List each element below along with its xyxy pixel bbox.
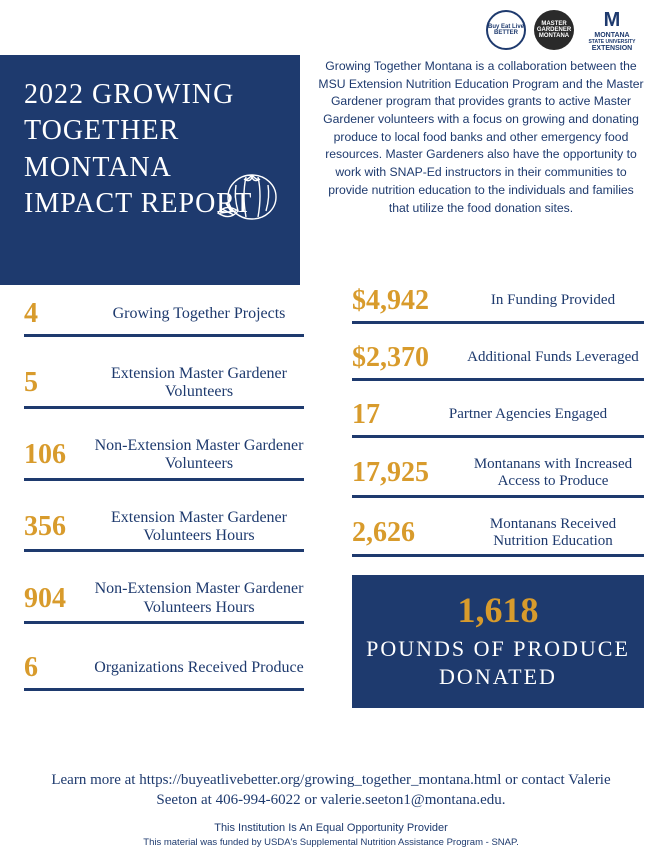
footer-snap: This material was funded by USDA's Suppl… bbox=[0, 837, 662, 848]
stat-orgs: 6 Organizations Received Produce bbox=[24, 652, 304, 691]
stat-label: Growing Together Projects bbox=[94, 305, 304, 323]
title-box: 2022 GROWING TOGETHER MONTANA IMPACT REP… bbox=[0, 55, 300, 285]
stat-label: Non-Extension Master Gardener Volunteers… bbox=[94, 580, 304, 617]
stat-label: Partner Agencies Engaged bbox=[412, 406, 644, 423]
stat-label: Additional Funds Leveraged bbox=[462, 349, 644, 366]
master-gardener-logo: MASTER GARDENER MONTANA bbox=[534, 10, 574, 50]
stat-value: 6 bbox=[24, 652, 94, 684]
stat-label: Montanans Received Nutrition Education bbox=[462, 516, 644, 551]
stat-label: Montanans with Increased Access to Produ… bbox=[462, 456, 644, 491]
highlight-label: POUNDS OF PRODUCE DONATED bbox=[362, 635, 634, 690]
stat-nutrition-ed: 2,626 Montanans Received Nutrition Educa… bbox=[352, 516, 644, 558]
tomato-icon bbox=[212, 165, 282, 225]
stat-value: 904 bbox=[24, 583, 94, 615]
stat-value: 17 bbox=[352, 399, 412, 431]
stat-label: Organizations Received Produce bbox=[94, 659, 304, 677]
stat-value: 2,626 bbox=[352, 517, 462, 549]
stat-ext-hours: 356 Extension Master Gardener Volunteers… bbox=[24, 509, 304, 553]
msu-extension-logo: M MONTANA STATE UNIVERSITY EXTENSION bbox=[582, 10, 642, 50]
footer-eop: This Institution Is An Equal Opportunity… bbox=[0, 822, 662, 834]
highlight-box: 1,618 POUNDS OF PRODUCE DONATED bbox=[352, 575, 644, 708]
intro-text: Growing Together Montana is a collaborat… bbox=[318, 58, 644, 217]
msu-text-1: MONTANA bbox=[588, 32, 635, 39]
stat-partners: 17 Partner Agencies Engaged bbox=[352, 399, 644, 438]
stat-value: 356 bbox=[24, 511, 94, 543]
highlight-value: 1,618 bbox=[362, 589, 634, 631]
stat-value: 17,925 bbox=[352, 457, 462, 489]
msu-text-3: EXTENSION bbox=[588, 45, 635, 52]
stat-label: Extension Master Gardener Volunteers bbox=[94, 365, 304, 402]
stat-leveraged: $2,370 Additional Funds Leveraged bbox=[352, 342, 644, 381]
stat-label: Extension Master Gardener Volunteers Hou… bbox=[94, 509, 304, 546]
stat-label: Non-Extension Master Gardener Volunteers bbox=[94, 437, 304, 474]
stat-value: 106 bbox=[24, 439, 94, 471]
stat-funding: $4,942 In Funding Provided bbox=[352, 285, 644, 324]
stat-value: $4,942 bbox=[352, 285, 462, 317]
msu-m-icon: M bbox=[588, 9, 635, 32]
stats-left-column: 4 Growing Together Projects 5 Extension … bbox=[24, 298, 304, 691]
msu-text-2: STATE UNIVERSITY bbox=[588, 39, 635, 45]
buy-eat-live-logo: Buy Eat Live BETTER bbox=[486, 10, 526, 50]
stat-value: $2,370 bbox=[352, 342, 462, 374]
stat-projects: 4 Growing Together Projects bbox=[24, 298, 304, 337]
stats-right-column: $4,942 In Funding Provided $2,370 Additi… bbox=[352, 285, 644, 708]
stat-label: In Funding Provided bbox=[462, 292, 644, 309]
stat-ext-volunteers: 5 Extension Master Gardener Volunteers bbox=[24, 365, 304, 409]
stat-access: 17,925 Montanans with Increased Access t… bbox=[352, 456, 644, 498]
stat-value: 4 bbox=[24, 298, 94, 330]
logo-row: Buy Eat Live BETTER MASTER GARDENER MONT… bbox=[486, 10, 642, 50]
stat-nonext-volunteers: 106 Non-Extension Master Gardener Volunt… bbox=[24, 437, 304, 481]
learn-more-text: Learn more at https://buyeatlivebetter.o… bbox=[40, 771, 622, 810]
stat-nonext-hours: 904 Non-Extension Master Gardener Volunt… bbox=[24, 580, 304, 624]
stat-value: 5 bbox=[24, 367, 94, 399]
